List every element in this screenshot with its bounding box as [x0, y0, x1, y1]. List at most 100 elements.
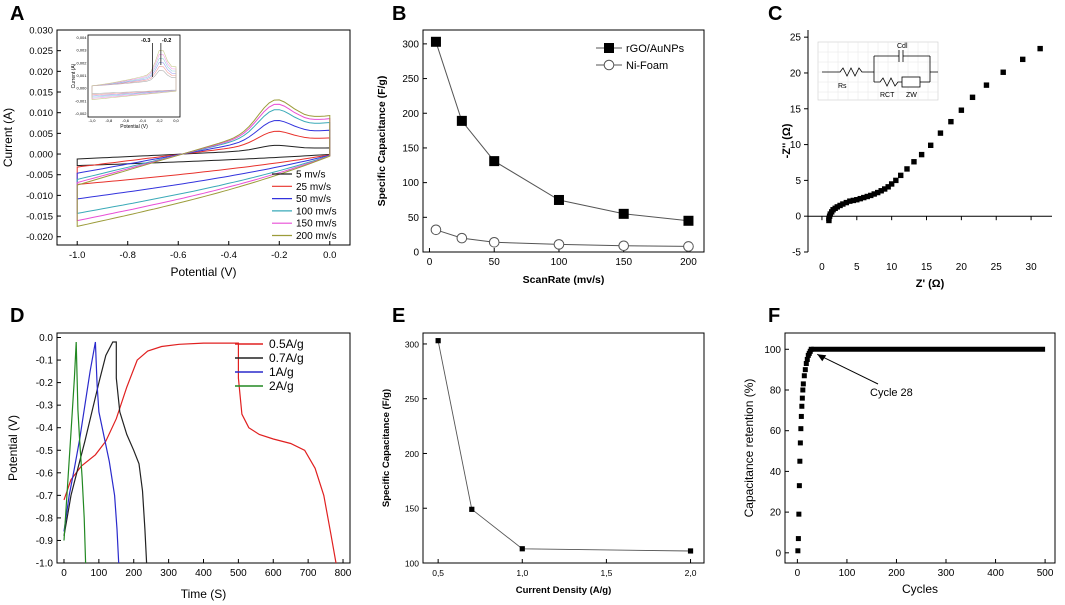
panel-c-inset-rails [873, 56, 938, 82]
panel-a-cv-curve-5 [76, 99, 331, 228]
panel-b-ytick-label: 300 [402, 39, 419, 50]
panel-a-cv-curves: -1.0 -0.8 -0.6 -0.4 -0.2 0.0 -0.020 -0.015 -0.01… [1, 26, 351, 279]
panel-b-frame [422, 29, 705, 253]
panel-b-legend-label: rGO/AuNPs [626, 43, 685, 55]
panel-f-xtick-label: 400 [987, 568, 1004, 579]
panel-a-inset-xtick-label: -0,8 [105, 118, 113, 123]
panel-e-ytick-label: 200 [405, 449, 419, 459]
panel-d-xtick-label: 100 [91, 568, 108, 579]
panel-c-xtick-label: 15 [921, 262, 933, 273]
panel-f-data-point [795, 536, 801, 542]
panel-a-xtick-label: 0.0 [323, 250, 336, 261]
panel-letter-f: F [768, 305, 780, 327]
panel-a-inset-xtick-label: -1,0 [89, 118, 97, 123]
panel-a-inset-ytick-label: -0,002 [75, 111, 87, 116]
panel-a-xtick-label: -0.8 [120, 250, 136, 261]
panel-a-ytick-label: 0.020 [29, 67, 53, 78]
panel-d-xtick-label: 0 [61, 568, 67, 579]
panel-c-inset-label: RCT [880, 92, 895, 99]
panel-f-xtick-label: 200 [888, 568, 905, 579]
panel-c-inset-rs-resistor [822, 67, 874, 77]
panel-c-xtick-label: 5 [854, 262, 860, 273]
panel-c-data-point [837, 202, 843, 209]
panel-a-inset-xtick-label: -0,4 [139, 118, 147, 123]
panel-b-marker-square [489, 156, 500, 167]
panel-f-data-point [799, 395, 805, 401]
panel-letter-c: C [768, 3, 782, 25]
panel-f-data-point [796, 483, 802, 489]
panel-e-marker-square [435, 338, 441, 344]
panel-d-ytick-label: -0.2 [36, 378, 54, 389]
panel-a-xtick-label: -0.6 [170, 250, 186, 261]
panel-c-ytick-label: 0 [795, 212, 801, 223]
panel-a-legend-label: 5 mv/s [296, 170, 325, 181]
panel-d-xlabel: Time (S) [181, 587, 227, 601]
panel-b-marker-square [618, 208, 629, 219]
panel-a-ytick-label: 0.025 [29, 46, 53, 57]
panel-a-inset-xtick-label: -0,2 [156, 118, 164, 123]
panel-c-inset-rct-resistor [874, 77, 902, 87]
panel-f-data-point [798, 413, 804, 419]
panel-a-legend-label: 50 mv/s [296, 194, 331, 205]
panel-d-xtick-label: 500 [230, 568, 247, 579]
panel-a-inset-ytick-label: 0,002 [76, 60, 87, 65]
panel-e-ytick-label: 250 [405, 394, 419, 404]
panel-a-ytick-label: 0.015 [29, 88, 53, 99]
panel-b-legend-square [604, 43, 614, 53]
panel-d-series-1 [63, 341, 148, 564]
panel-b-marker-circle [683, 241, 694, 252]
panel-c-data-point [843, 199, 850, 206]
panel-c-xtick-label: 30 [1026, 262, 1038, 273]
panel-d-ytick-label: -1.0 [36, 559, 54, 570]
panel-f-ytick-label: 100 [764, 345, 781, 356]
panel-f-frame [784, 332, 1056, 564]
panel-c-data-point [875, 189, 881, 196]
panel-b-marker-circle [553, 239, 565, 250]
panel-d-ytick-label: -0.5 [36, 446, 54, 457]
panel-d-xtick-label: 800 [335, 568, 352, 579]
panel-e-series-line [437, 340, 691, 552]
panel-c-data-point [881, 186, 888, 192]
panel-c-data-point [927, 142, 934, 148]
panel-f-annotation-label: Cycle 28 [870, 387, 913, 399]
panel-d-ytick-label: -0.3 [36, 401, 54, 412]
panel-c-data-point [878, 188, 884, 194]
panel-a-xtick-label: -0.4 [221, 250, 237, 261]
panel-c-data-point [861, 194, 867, 201]
panel-e-current-density: 0,5 1,0 1,5 2,0 100 150 200 250 300 Current Densi… [381, 332, 705, 596]
panel-c-data-point [911, 159, 917, 165]
panel-d-legend-label: 0.7A/g [269, 351, 304, 365]
panel-f-xtick-label: 300 [938, 568, 955, 579]
panel-f-data-point [803, 361, 809, 367]
panel-c-ytick-label: -5 [792, 248, 801, 259]
panel-a-cv-curve-1 [76, 130, 331, 185]
panel-b-marker-square [430, 36, 441, 47]
panel-b-marker-square [553, 194, 564, 205]
panel-b-series-line-0 [435, 41, 689, 222]
panel-b-xtick-label: 100 [551, 257, 568, 268]
panel-c-data-point [840, 201, 846, 207]
panel-a-legend-label: 200 mv/s [296, 231, 337, 242]
panel-b-marker-square [456, 115, 467, 126]
panel-c-data-point [1020, 56, 1026, 63]
panel-f-ytick-label: 40 [770, 467, 782, 478]
panel-b-xtick-label: 0 [427, 257, 433, 268]
panel-c-ytick-label: 20 [790, 68, 802, 79]
panel-c-data-point [969, 94, 976, 101]
panel-a-inset-xlabel: Potential (V) [120, 124, 148, 130]
panel-a-ytick-label: -0.005 [26, 170, 53, 181]
panel-f-ytick-label: 80 [770, 385, 782, 396]
panel-d-ytick-label: -0.4 [36, 423, 54, 434]
panel-d-xtick-label: 600 [265, 568, 282, 579]
panel-a-inset-ytick-label: -0,001 [75, 98, 87, 103]
panel-a-ytick-label: 0.000 [29, 150, 53, 161]
panel-f-ytick-label: 20 [770, 508, 782, 519]
panel-d-xtick-label: 700 [300, 568, 317, 579]
panel-d-charge-discharge: 0 100 200 300 400 500 600 700 800 0.0 -0.1 -0.2 -0.3… [6, 332, 352, 601]
panel-e-ylabel: Specific Capacitance (F/g) [381, 389, 392, 507]
panel-d-ytick-label: -0.9 [36, 536, 54, 547]
panel-c-ylabel: -Z'' (Ω) [781, 123, 793, 158]
panel-a-legend-label: 100 mv/s [296, 206, 337, 217]
panel-a-legend-label: 25 mv/s [296, 182, 331, 193]
panel-d-xtick-label: 300 [160, 568, 177, 579]
